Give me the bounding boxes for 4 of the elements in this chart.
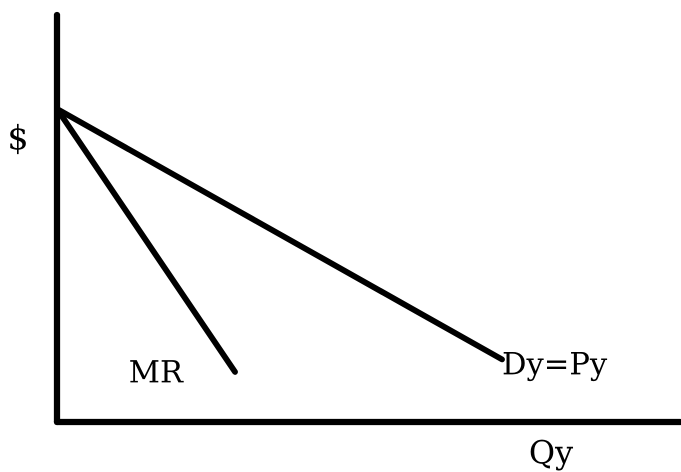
series-label: MR: [130, 360, 184, 382]
x-axis-title: Qy: [530, 440, 574, 470]
y-axis-title: $: [10, 124, 26, 154]
series-label: Dy=Py: [504, 352, 608, 382]
